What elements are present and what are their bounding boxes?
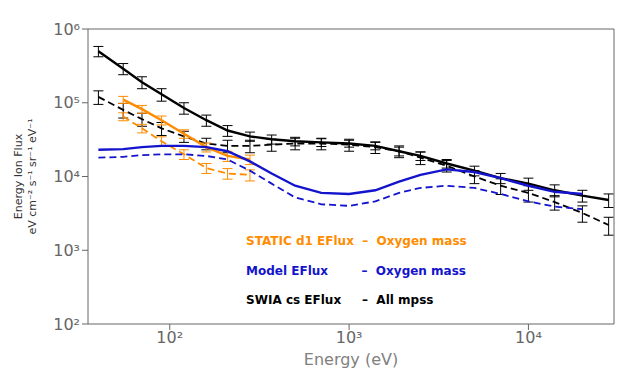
html-text:Model EFlux – Oxygen mass: Model EFlux – Oxygen mass	[246, 263, 466, 278]
svg-text:Energy (eV): Energy (eV)	[304, 350, 398, 369]
svg-text:10²: 10²	[156, 328, 183, 347]
html-text:SWIA cs EFlux – All mpss: SWIA cs EFlux – All mpss	[246, 293, 434, 308]
svg-text:Energy Ion FluxeV cm⁻² s⁻¹ sr⁻: Energy Ion FluxeV cm⁻² s⁻¹ sr⁻¹ eV⁻¹	[12, 118, 39, 234]
html-text:STATIC d1 EFlux – Oxygen mass: STATIC d1 EFlux – Oxygen mass	[246, 234, 467, 249]
svg-text:10⁵: 10⁵	[53, 93, 80, 112]
svg-text:10⁴: 10⁴	[515, 328, 542, 347]
svg-text:10⁴: 10⁴	[53, 167, 80, 186]
svg-text:10³: 10³	[336, 328, 363, 347]
svg-text:10²: 10²	[53, 315, 80, 334]
svg-text:10³: 10³	[53, 241, 80, 260]
svg-text:10⁶: 10⁶	[53, 20, 80, 39]
